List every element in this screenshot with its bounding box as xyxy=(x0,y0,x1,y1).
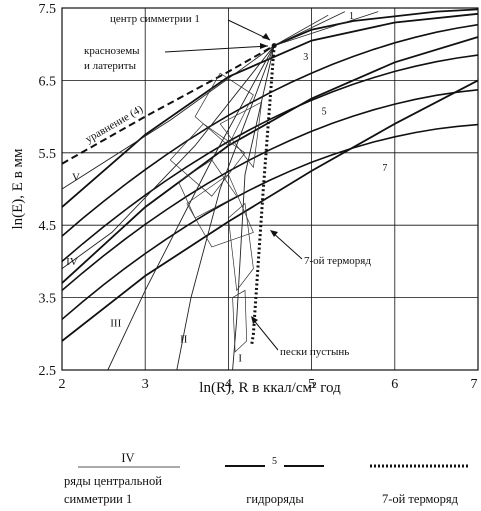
x-axis-label: ln(R), R в ккал/см² год xyxy=(199,380,341,396)
y-tick-label: 7.5 xyxy=(39,2,57,17)
equation-line xyxy=(61,44,275,165)
x-tick-label: 3 xyxy=(142,377,149,392)
annotation-sands-arrowhead xyxy=(251,316,258,324)
annotation-thermo7-arrowhead xyxy=(270,230,278,237)
cloud-loop xyxy=(178,159,238,219)
legend: IV ряды центральной симметрии 1 5 гидрор… xyxy=(64,451,470,506)
series-layer xyxy=(61,8,479,371)
annotation-krasnozemy-1: красноземы xyxy=(84,45,140,57)
central-series-label: IV xyxy=(66,256,78,268)
central-series-line xyxy=(274,11,379,46)
tick-labels: 2 3 4 5 6 7 2.5 3.5 4.5 5.5 6.5 7.5 xyxy=(39,2,478,392)
cloud-loop xyxy=(194,72,254,147)
y-tick-label: 3.5 xyxy=(39,292,57,307)
legend-hydro-label: гидроряды xyxy=(246,492,304,506)
hydro-series-line xyxy=(61,79,479,342)
central-series-line xyxy=(274,14,329,46)
annotation-center-arrowhead xyxy=(262,33,270,40)
central-series-label: V xyxy=(72,171,80,183)
hydro-series-label: 1 xyxy=(349,11,354,22)
annotation-krasnozemy-arrowhead xyxy=(260,43,268,49)
cloud-loop xyxy=(228,202,254,292)
central-series-line xyxy=(61,45,275,269)
hydro-series-label: 5 xyxy=(322,106,327,117)
cloud-loop xyxy=(232,289,248,353)
x-tick-label: 4 xyxy=(225,377,232,392)
central-series-label: II xyxy=(180,333,188,345)
x-tick-label: 2 xyxy=(59,377,66,392)
hydro-series-label: 7 xyxy=(382,163,387,174)
hydro-series-line xyxy=(61,12,479,208)
central-series-line xyxy=(176,45,275,371)
hydro-series-line xyxy=(61,23,479,237)
plot-frame xyxy=(61,7,479,371)
legend-central-numeral: IV xyxy=(121,451,134,465)
central-series-line xyxy=(107,45,275,371)
center-point xyxy=(271,43,277,49)
hydro-series-line xyxy=(61,123,479,320)
annotation-sands: пески пустынь xyxy=(280,346,349,358)
annotation-thermo7-arrow xyxy=(271,231,303,260)
central-series-label: III xyxy=(110,318,121,330)
cloud-loop xyxy=(169,123,246,197)
y-tick-label: 4.5 xyxy=(39,219,57,234)
central-series-label: I xyxy=(238,352,242,364)
annotation-krasnozemy-arrow xyxy=(164,45,269,53)
annotation-thermo7: 7-ой терморяд xyxy=(304,255,371,267)
hydro-series-label: 3 xyxy=(303,52,308,63)
thermo7-line xyxy=(250,45,276,345)
y-tick-label: 5.5 xyxy=(39,147,57,162)
annotation-center-arrow xyxy=(227,19,271,41)
x-tick-label: 5 xyxy=(308,377,315,392)
legend-thermo-label: 7-ой терморяд xyxy=(382,492,459,506)
x-tick-label: 6 xyxy=(391,377,398,392)
hydro-series-line xyxy=(273,8,479,47)
annotation-equation: уравнение (4) xyxy=(84,103,146,146)
hydro-series-line xyxy=(61,89,479,292)
cloud-loop xyxy=(186,173,254,248)
legend-central-label-1: ряды центральной xyxy=(64,474,162,488)
data-cloud xyxy=(169,72,263,353)
central-series-line xyxy=(61,45,275,190)
cloud-loop xyxy=(219,101,263,169)
y-axis-label: ln(E), E в мм xyxy=(10,148,26,230)
legend-hydro-number: 5 xyxy=(272,456,277,467)
annotation-krasnozemy-2: и латериты xyxy=(84,60,137,72)
legend-central-label-2: симметрии 1 xyxy=(64,492,132,506)
y-tick-label: 6.5 xyxy=(39,74,57,89)
annotation-sands-arrow xyxy=(251,317,279,351)
x-tick-label: 7 xyxy=(471,377,478,392)
hydro-series-line xyxy=(61,36,479,284)
annotation-center: центр симметрии 1 xyxy=(110,13,200,25)
central-series-line xyxy=(274,11,346,46)
y-tick-label: 2.5 xyxy=(39,364,57,379)
